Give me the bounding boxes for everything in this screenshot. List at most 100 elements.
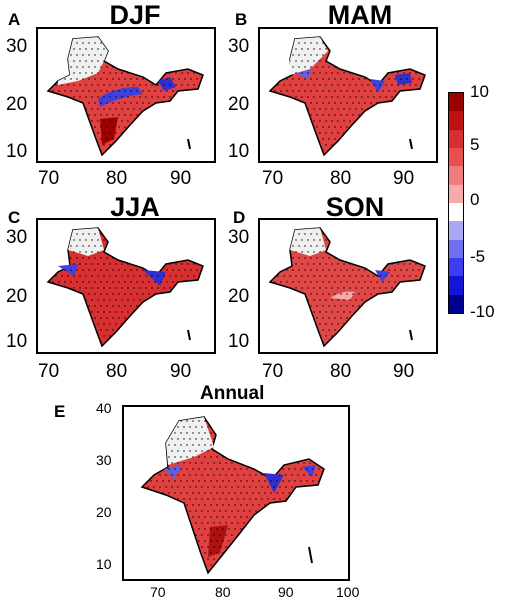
- stipple-dot: [418, 329, 420, 331]
- stipple-dot: [358, 329, 360, 331]
- stipple-dot: [115, 275, 117, 277]
- stipple-dot: [331, 275, 333, 277]
- stipple-dot: [292, 90, 294, 92]
- stipple-dot: [169, 287, 171, 289]
- stipple-dot: [364, 233, 366, 235]
- stipple-dot: [310, 341, 312, 343]
- stipple-dot: [163, 299, 165, 301]
- stipple-dot: [319, 251, 321, 253]
- stipple-dot: [313, 311, 315, 313]
- stipple-dot: [391, 132, 393, 134]
- stipple-dot: [349, 311, 351, 313]
- stipple-dot: [355, 239, 357, 241]
- stipple-dot: [136, 293, 138, 295]
- stipple-dot: [297, 414, 298, 415]
- stipple-dot: [264, 492, 266, 494]
- stipple-dot: [397, 263, 399, 265]
- stipple-dot: [118, 42, 120, 44]
- stipple-dot: [315, 498, 317, 500]
- stipple-dot: [237, 510, 239, 512]
- stipple-dot: [196, 281, 198, 283]
- stipple-dot: [370, 293, 372, 295]
- stipple-dot: [94, 114, 96, 116]
- stipple-dot: [288, 444, 290, 446]
- stipple-dot: [340, 317, 342, 319]
- stipple-dot: [177, 510, 179, 512]
- stipple-dot: [178, 257, 180, 259]
- stipple-dot: [237, 414, 238, 415]
- stipple-dot: [177, 474, 179, 476]
- stipple-dot: [70, 281, 72, 283]
- stipple-dot: [142, 522, 143, 524]
- stipple-dot: [70, 138, 72, 140]
- colorbar-segment: [449, 166, 463, 185]
- stipple-dot: [183, 462, 185, 464]
- y-tick: 20: [6, 94, 28, 115]
- stipple-dot: [70, 78, 72, 80]
- stipple-dot: [315, 522, 317, 524]
- stipple-dot: [82, 269, 84, 271]
- stipple-dot: [225, 522, 227, 524]
- x-tick: 80: [330, 361, 352, 382]
- stipple-dot: [412, 126, 414, 128]
- stipple-dot: [313, 120, 315, 122]
- stipple-dot: [147, 510, 149, 512]
- stipple-dot: [162, 456, 164, 458]
- stipple-dot: [340, 305, 342, 307]
- stipple-dot: [352, 114, 354, 116]
- stipple-dot: [171, 462, 173, 464]
- stipple-dot: [315, 426, 317, 428]
- stipple-dot: [157, 275, 159, 277]
- stipple-dot: [328, 233, 330, 235]
- stipple-dot: [73, 60, 75, 62]
- stipple-dot: [337, 48, 339, 50]
- stipple-dot: [121, 72, 123, 74]
- stipple-dot: [252, 552, 254, 554]
- stipple-dot: [159, 450, 161, 452]
- stipple-dot: [249, 474, 251, 476]
- stipple-dot: [168, 456, 170, 458]
- stipple-dot: [136, 269, 138, 271]
- stipple-dot: [283, 132, 285, 134]
- map-frame: [258, 218, 438, 354]
- stipple-dot: [234, 552, 236, 554]
- stipple-dot: [169, 311, 171, 313]
- stipple-dot: [327, 546, 328, 547]
- stipple-dot: [397, 251, 399, 253]
- stipple-dot: [118, 114, 120, 116]
- stipple-dot: [298, 233, 300, 235]
- stipple-dot: [321, 426, 323, 428]
- stipple-dot: [144, 420, 146, 422]
- stipple-dot: [382, 114, 384, 116]
- stipple-dot: [327, 522, 328, 523]
- stipple-dot: [184, 102, 186, 104]
- stipple-dot: [219, 570, 221, 572]
- x-tick: 70: [262, 168, 284, 189]
- stipple-dot: [100, 126, 102, 128]
- stipple-dot: [307, 311, 309, 313]
- stipple-dot: [367, 251, 369, 253]
- stipple-dot: [166, 293, 168, 295]
- stipple-dot: [148, 341, 150, 343]
- stipple-dot: [163, 108, 165, 110]
- stipple-dot: [94, 269, 96, 271]
- stipple-dot: [124, 66, 126, 68]
- stipple-dot: [334, 233, 336, 235]
- stipple-dot: [418, 233, 420, 235]
- stipple-dot: [139, 299, 141, 301]
- stipple-dot: [154, 42, 156, 44]
- stipple-dot: [58, 66, 60, 68]
- stipple-dot: [400, 245, 402, 247]
- stipple-dot: [385, 275, 387, 277]
- stipple-dot: [267, 462, 269, 464]
- stipple-dot: [160, 329, 162, 331]
- stipple-dot: [409, 120, 411, 122]
- stipple-dot: [286, 114, 288, 116]
- stipple-dot: [198, 492, 200, 494]
- stipple-dot: [216, 480, 218, 482]
- stipple-dot: [150, 492, 152, 494]
- stipple-dot: [85, 108, 87, 110]
- stipple-dot: [298, 54, 300, 56]
- stipple-dot: [412, 90, 414, 92]
- stipple-dot: [61, 108, 63, 110]
